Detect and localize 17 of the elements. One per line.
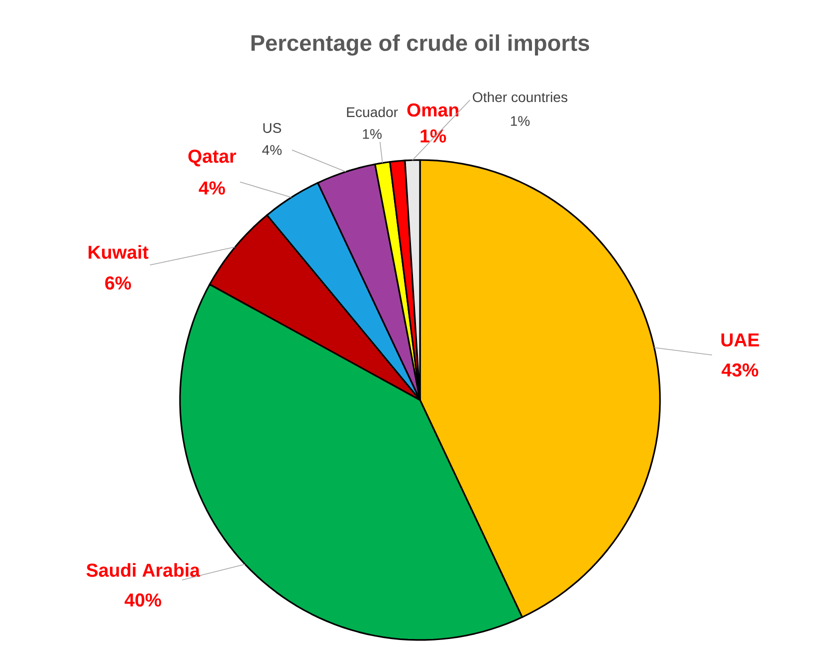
data-label: 1% <box>420 129 446 143</box>
data-label: 1% <box>362 129 382 139</box>
data-label: 4% <box>198 181 225 195</box>
data-label: 1% <box>510 116 530 126</box>
data-label: 4% <box>262 145 282 155</box>
slice-label: US <box>263 123 282 133</box>
slice-label: Kuwait <box>88 245 148 259</box>
slice-label: Oman <box>407 103 458 117</box>
slice-label: Saudi Arabia <box>86 563 200 577</box>
data-label: 6% <box>105 276 131 290</box>
data-label: 40% <box>124 593 162 607</box>
data-label: 43% <box>722 363 758 377</box>
slice-label: Other countries <box>472 92 568 102</box>
chart-title: Percentage of crude oil imports <box>251 34 590 56</box>
slice-label: Qatar <box>188 150 236 166</box>
slice-label: UAE <box>721 333 759 347</box>
slice-label: Ecuador <box>347 106 398 118</box>
